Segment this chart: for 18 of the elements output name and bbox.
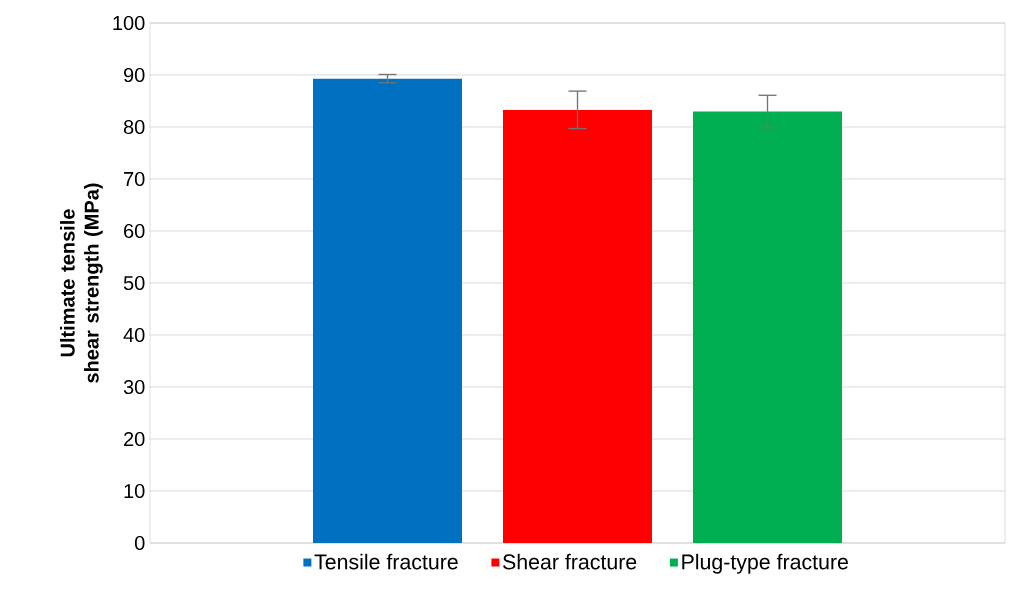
y-tick-label: 50 <box>123 275 145 291</box>
y-tick-label: 10 <box>124 483 145 499</box>
legend-label: Plug-type fracture <box>682 553 848 574</box>
y-tick-label: 90 <box>123 67 145 83</box>
y-tick-label: 100 <box>113 15 145 31</box>
y-tick-label: 30 <box>123 379 145 395</box>
bar <box>313 78 462 543</box>
bar <box>693 111 843 543</box>
y-tick-label: 80 <box>123 119 145 135</box>
y-tick-label: 70 <box>124 171 145 187</box>
y-tick-label: 40 <box>123 327 145 343</box>
y-tick-label: 60 <box>124 223 145 239</box>
bar <box>503 109 652 543</box>
legend-label: Tensile fracture <box>314 553 458 570</box>
y-tick-label: 20 <box>124 431 145 447</box>
y-tick-label: 0 <box>134 535 145 551</box>
y-axis-title: Ultimate tensile shear strength (MPa) <box>60 183 103 383</box>
legend-label: Shear fracture <box>503 553 637 570</box>
